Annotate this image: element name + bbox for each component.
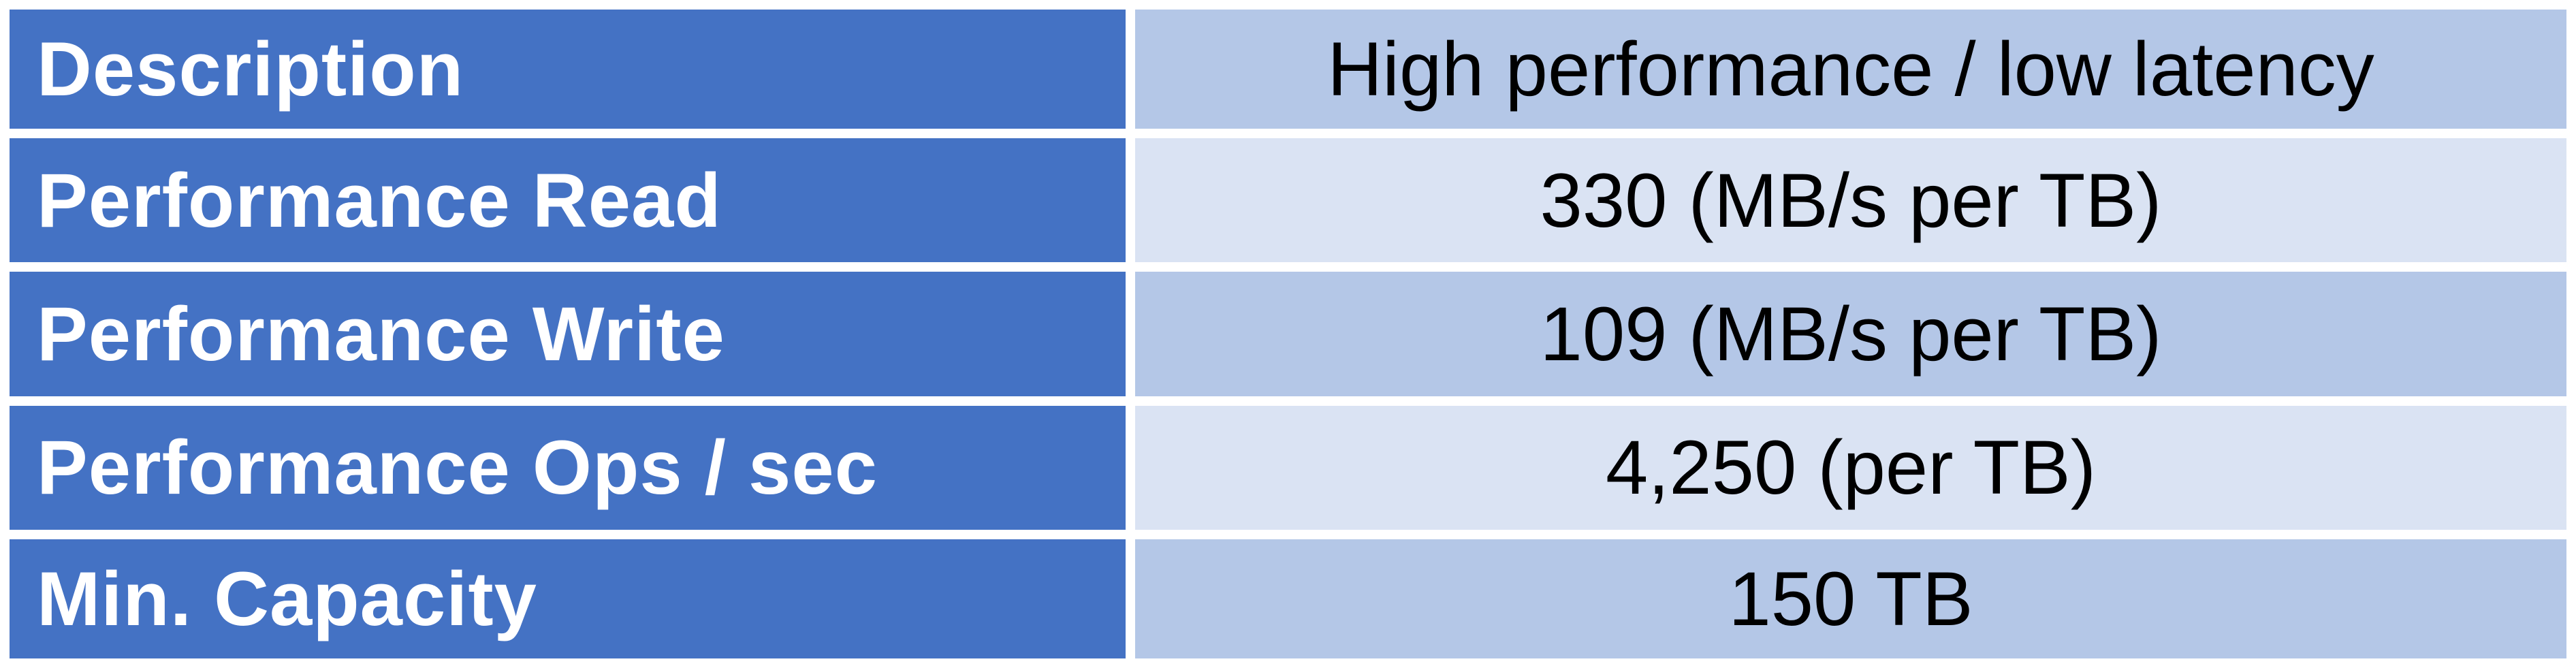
table-row-description: Description High performance / low laten…: [0, 0, 2576, 134]
table-row-performance-read: Performance Read 330 (MB/s per TB): [0, 133, 2576, 268]
row-value: 150 TB: [1130, 534, 2576, 668]
row-value: High performance / low latency: [1130, 0, 2576, 134]
row-label: Description: [0, 0, 1130, 134]
row-value: 4,250 (per TB): [1130, 400, 2576, 535]
row-value: 109 (MB/s per TB): [1130, 267, 2576, 401]
row-label: Performance Write: [0, 267, 1130, 401]
table-row-performance-write: Performance Write 109 (MB/s per TB): [0, 267, 2576, 401]
table-row-min-capacity: Min. Capacity 150 TB: [0, 534, 2576, 668]
table-row-performance-ops: Performance Ops / sec 4,250 (per TB): [0, 400, 2576, 535]
row-value: 330 (MB/s per TB): [1130, 133, 2576, 268]
row-label: Min. Capacity: [0, 534, 1130, 668]
row-label: Performance Read: [0, 133, 1130, 268]
row-label: Performance Ops / sec: [0, 400, 1130, 535]
